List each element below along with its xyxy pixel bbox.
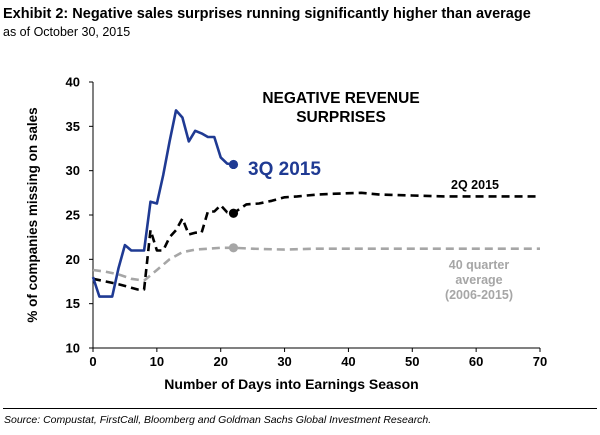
y-tick-label: 20 [66,252,80,267]
series-line-1 [92,191,540,291]
x-tick-label: 10 [150,354,164,369]
source-note: Source: Compustat, FirstCall, Bloomberg … [4,414,432,426]
chart-labels: NEGATIVE REVENUE SURPRISES 3Q 2015 2Q 2015 4… [248,90,513,302]
y-tick-label: 15 [66,296,80,311]
x-tick-label: 0 [89,354,96,369]
exhibit-title: Exhibit 2: Negative sales surprises runn… [3,6,531,22]
series-line-2 [92,246,540,282]
x-tick-label: 70 [533,354,547,369]
y-axis-title: % of companies missing on sales [25,107,40,322]
y-tick-label: 25 [66,208,80,223]
exhibit-subtitle: as of October 30, 2015 [3,25,131,39]
chart-title-line: NEGATIVE REVENUE [262,90,419,107]
x-tick-label: 50 [405,354,419,369]
series-end-marker-0 [228,159,239,170]
y-tick-label: 35 [66,119,80,134]
y-tick-label: 30 [66,163,80,178]
x-tick-label: 20 [213,354,227,369]
x-axis-title: Number of Days into Earnings Season [164,376,418,392]
series-label-2: 40 quarter [449,258,510,272]
chart-title-line: SURPRISES [296,109,386,126]
y-tick-label: 10 [66,341,80,356]
series-label-1: 2Q 2015 [451,178,499,192]
axes: 10 15 20 25 30 35 40 0 10 20 30 40 50 60 70 Number of D… [25,75,547,393]
series-end-marker-2 [228,243,239,253]
series-lines [91,109,540,298]
x-tick-label: 40 [341,354,355,369]
series-label-0: 3Q 2015 [248,159,321,180]
y-tick-label: 40 [66,75,80,90]
series-label-2: average [455,273,502,287]
series-label-2: (2006-2015) [445,288,513,302]
x-tick-label: 60 [469,354,483,369]
x-tick-label: 30 [277,354,291,369]
series-end-marker-1 [228,208,239,218]
footer-divider [3,408,597,409]
series-line-0 [91,109,234,298]
